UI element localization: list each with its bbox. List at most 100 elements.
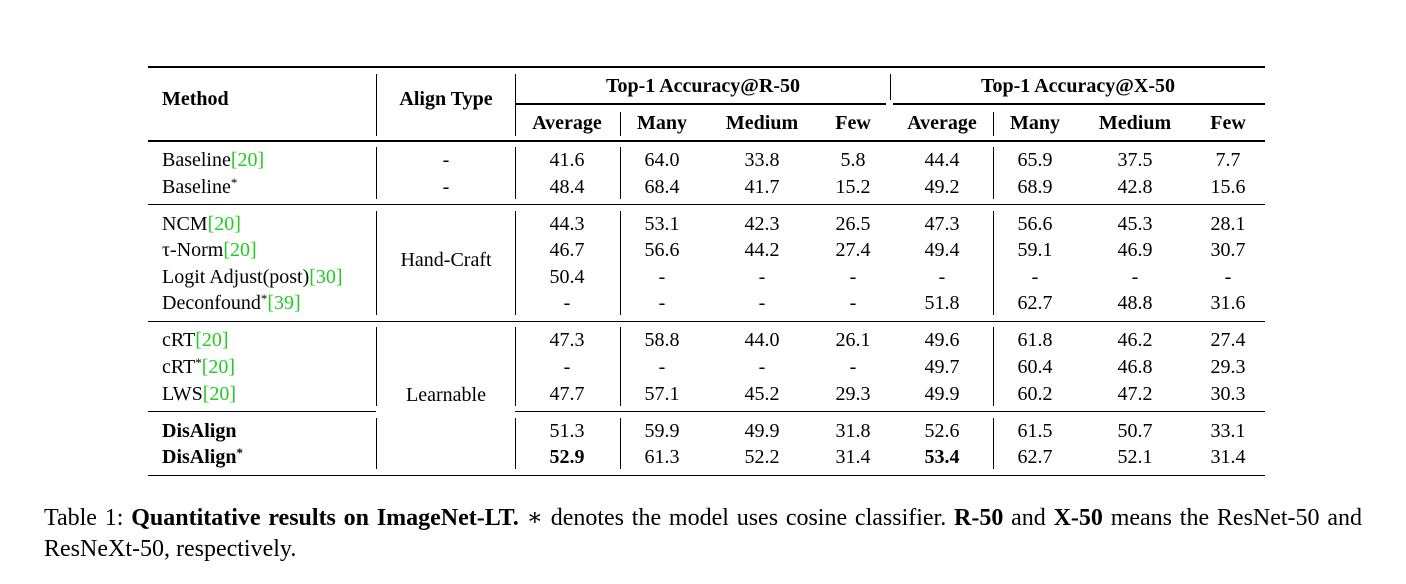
value: 44.4 — [924, 149, 960, 171]
value: 56.6 — [644, 239, 680, 262]
value: 41.6 — [549, 149, 585, 171]
separator — [620, 417, 621, 470]
value: 56.6 — [1017, 212, 1053, 235]
value: 48.8 — [1117, 292, 1153, 315]
separator — [620, 147, 621, 199]
value: 50.7 — [1117, 419, 1153, 442]
citation: [20] — [201, 356, 236, 378]
separator — [376, 74, 377, 136]
value: - — [758, 265, 766, 288]
rule — [148, 140, 1265, 142]
method-cell: LWS[20] — [162, 382, 236, 406]
header-subcolumn: Many — [1010, 112, 1060, 134]
citation: [20] — [207, 212, 241, 235]
value: - — [658, 356, 666, 378]
separator — [376, 417, 377, 470]
value: 61.8 — [1017, 329, 1053, 352]
value: 61.3 — [644, 446, 680, 469]
value: 42.3 — [744, 212, 780, 235]
value: 31.8 — [835, 419, 871, 442]
value: 26.5 — [835, 212, 871, 235]
value: 46.9 — [1117, 239, 1153, 262]
value: 33.8 — [744, 149, 780, 171]
value: 46.8 — [1117, 356, 1153, 378]
method-name: NCM — [162, 212, 208, 235]
value: 62.7 — [1017, 292, 1053, 315]
value: 65.9 — [1017, 149, 1053, 171]
method-name: LWS — [162, 382, 203, 405]
header-group: Top-1 Accuracy@X-50 — [981, 75, 1175, 97]
method-cell: Logit Adjust(post)[30] — [162, 265, 343, 289]
value: 57.1 — [644, 382, 680, 405]
align-type: Learnable — [406, 384, 486, 407]
header-subcolumn: Few — [835, 112, 871, 134]
value: 37.5 — [1117, 149, 1153, 171]
value: 31.4 — [1210, 446, 1246, 469]
caption-text: means the ResNet-50 and ResNeXt-50, resp… — [44, 505, 1362, 562]
value: 7.7 — [1215, 149, 1241, 171]
value: 59.9 — [644, 419, 680, 442]
separator — [515, 74, 516, 136]
method-name: Baseline — [162, 175, 231, 198]
method-cell: Baseline[20] — [162, 148, 264, 172]
value: 59.1 — [1017, 239, 1053, 262]
star-text: * — [260, 291, 268, 307]
rule — [148, 204, 1265, 206]
header-subcolumn: Medium — [725, 112, 799, 134]
value: 33.1 — [1210, 419, 1246, 442]
method-name: Baseline — [162, 149, 231, 171]
header-subcolumn: Few — [1210, 112, 1246, 134]
value: - — [1031, 265, 1039, 288]
separator — [993, 112, 994, 136]
header-subcolumn: Average — [907, 112, 977, 134]
value: 15.2 — [835, 175, 871, 198]
value: - — [849, 292, 857, 315]
value: 60.4 — [1017, 356, 1053, 378]
value: - — [758, 292, 766, 315]
star-text: * — [195, 355, 202, 370]
rule — [148, 474, 1265, 477]
value: 68.9 — [1017, 175, 1053, 198]
method-name: DisAlign — [162, 446, 237, 469]
citation: [30] — [309, 265, 343, 288]
method-cell: DisAlign — [162, 419, 236, 443]
star-text: * — [236, 445, 243, 461]
method-cell: cRT[20] — [162, 328, 229, 352]
value: 68.4 — [644, 175, 680, 198]
method-cell: τ-Norm[20] — [162, 238, 257, 262]
value: 31.6 — [1210, 292, 1246, 315]
rule — [148, 320, 1265, 323]
separator — [376, 147, 377, 199]
separator — [376, 327, 377, 406]
value: 44.0 — [744, 329, 780, 352]
value: 30.7 — [1210, 239, 1246, 262]
value: 49.6 — [924, 329, 960, 352]
header-align-type: Align Type — [399, 88, 493, 110]
separator — [993, 327, 994, 406]
separator — [993, 210, 994, 316]
separator — [620, 210, 621, 316]
star: * — [195, 355, 202, 370]
value: 47.3 — [549, 329, 585, 352]
method-cell: DisAlign* — [162, 445, 243, 469]
value: 27.4 — [835, 239, 871, 262]
align-type: Hand-Craft — [400, 249, 492, 271]
value: - — [658, 265, 666, 288]
value: - — [658, 292, 666, 315]
value: 29.3 — [1210, 356, 1246, 378]
method-name: Logit Adjust(post) — [162, 265, 310, 288]
value: - — [938, 265, 946, 288]
value: 42.8 — [1117, 175, 1153, 198]
value: 52.9 — [549, 446, 585, 469]
separator — [620, 112, 621, 136]
rule — [893, 103, 1265, 105]
separator — [515, 210, 516, 316]
star: * — [236, 445, 243, 460]
star: * — [231, 175, 238, 190]
value: - — [1131, 265, 1139, 288]
value: 28.1 — [1210, 212, 1246, 235]
method-name: cRT — [162, 356, 196, 378]
value: - — [849, 265, 857, 288]
value: 47.3 — [924, 212, 960, 235]
method-cell: Baseline* — [162, 175, 237, 199]
